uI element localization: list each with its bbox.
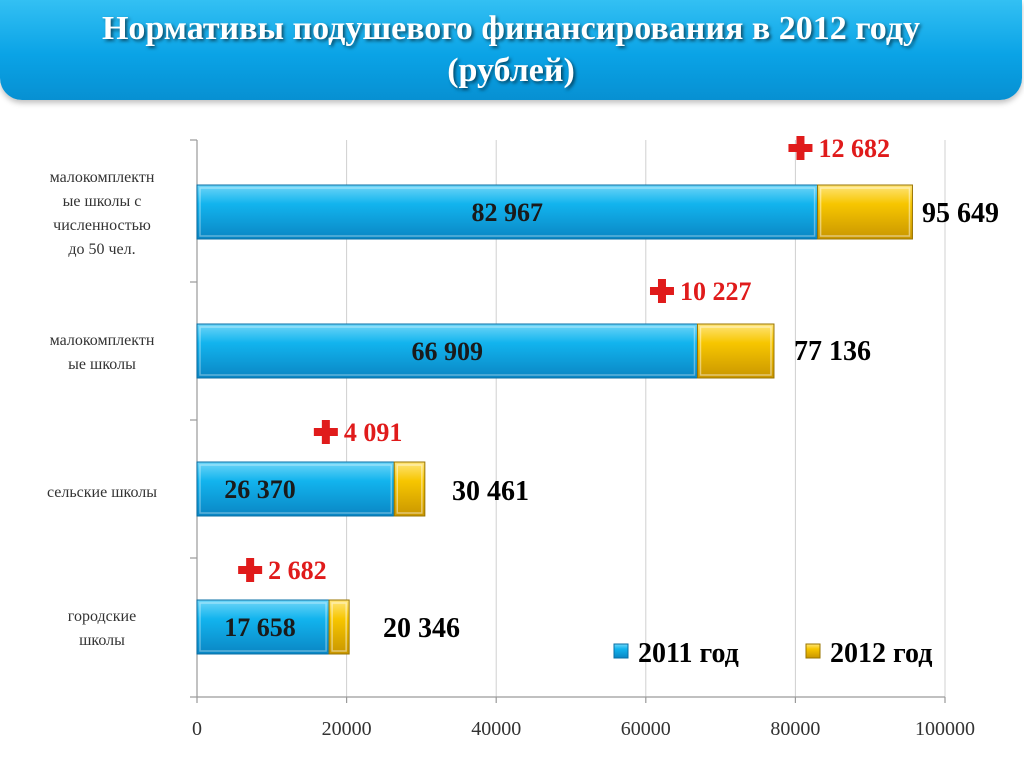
total-value-label: 95 649 xyxy=(922,198,999,229)
bar-2012-bevel xyxy=(331,602,347,652)
x-tick-label: 0 xyxy=(192,718,202,740)
x-tick-label: 40000 xyxy=(471,718,521,740)
bar-2011-bevel xyxy=(199,187,816,237)
bar-value-label: 17 658 xyxy=(224,613,296,642)
total-value-label: 30 461 xyxy=(452,476,529,507)
legend-label-2012: 2012 год xyxy=(830,638,932,669)
title-line-1: Нормативы подушевого финансирования в 20… xyxy=(101,10,921,47)
bar-2012-bevel xyxy=(819,187,911,237)
title-line-2: (рублей) xyxy=(447,52,575,89)
increase-value-label: 4 091 xyxy=(344,418,403,447)
bar-2011-bevel xyxy=(199,326,696,376)
increase-value-label: 2 682 xyxy=(268,556,327,585)
bar-2012-bevel xyxy=(699,326,772,376)
x-tick-label: 20000 xyxy=(322,718,372,740)
x-tick-label: 60000 xyxy=(621,718,671,740)
legend-swatch-2012 xyxy=(805,643,821,659)
category-label: малокомплектн ые школы с численностью до 50… xyxy=(50,169,155,258)
legend: 2011 год 2012 год xyxy=(613,638,932,669)
bar-2012-bevel xyxy=(396,464,423,514)
bar-value-label: 26 370 xyxy=(224,475,296,504)
bar-2012 xyxy=(328,599,350,655)
bar-2011-bevel xyxy=(199,602,327,652)
x-tick-label: 100000 xyxy=(915,718,975,740)
bar-2012 xyxy=(696,323,775,379)
bar-2012 xyxy=(817,184,913,240)
category-label: сельские школы xyxy=(47,484,157,501)
bar-value-label: 66 909 xyxy=(411,337,483,366)
plus-icon xyxy=(238,558,263,582)
bar-2011 xyxy=(196,461,395,517)
bar-2011-bevel xyxy=(199,464,392,514)
bar-2011 xyxy=(196,599,330,655)
category-label: малокомплектн ые школы xyxy=(50,332,155,373)
x-tick-label: 80000 xyxy=(770,718,820,740)
title-banner: Нормативы подушевого финансирования в 20… xyxy=(0,0,1022,100)
legend-swatch-2011 xyxy=(613,643,629,659)
bar-value-label: 82 967 xyxy=(472,198,544,227)
page-title: Нормативы подушевого финансирования в 20… xyxy=(0,8,1022,92)
bar-2012 xyxy=(393,461,426,517)
plus-icon xyxy=(649,279,674,303)
total-value-label: 77 136 xyxy=(794,336,871,367)
total-value-label: 20 346 xyxy=(383,613,460,644)
plus-icon xyxy=(788,136,813,160)
category-label: городские школы xyxy=(68,608,136,649)
plus-icon xyxy=(313,420,338,444)
increase-value-label: 10 227 xyxy=(680,277,752,306)
legend-label-2011: 2011 год xyxy=(638,638,739,669)
increase-value-label: 12 682 xyxy=(818,134,890,163)
